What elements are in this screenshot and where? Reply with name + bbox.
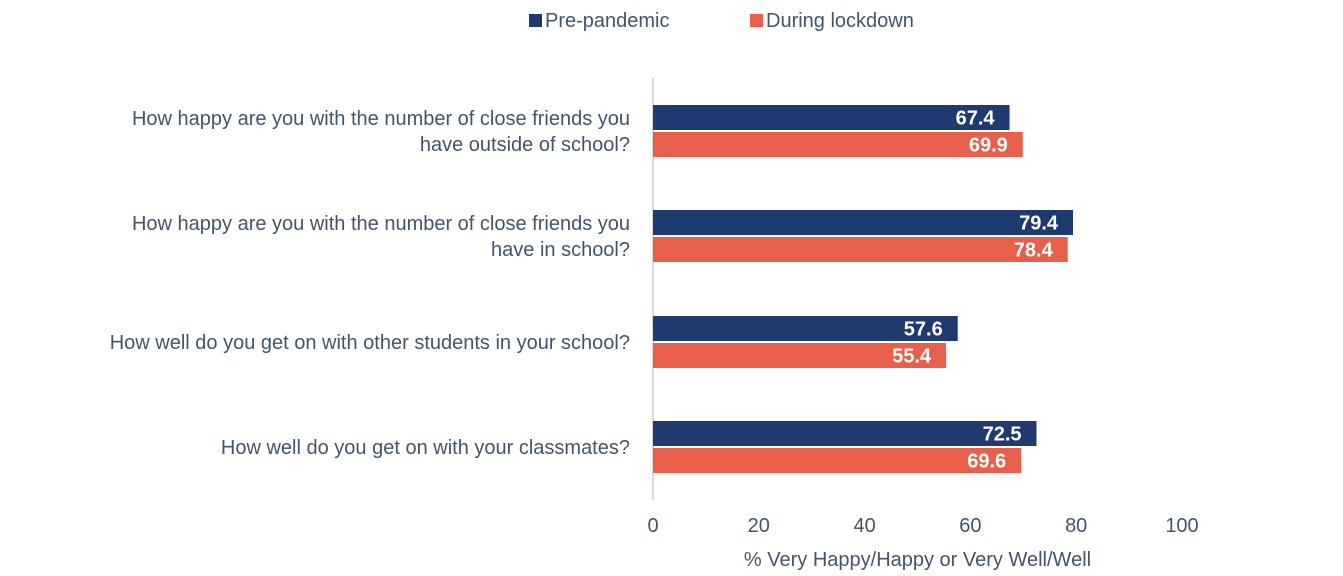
category-label: How well do you get on with your classma…: [221, 437, 630, 459]
data-label: 72.5: [983, 424, 1022, 446]
x-tick-label: 100: [1165, 515, 1198, 537]
data-label: 55.4: [892, 346, 932, 368]
category-label: have outside of school?: [420, 134, 630, 156]
bar-during-lockdown: [653, 343, 947, 368]
x-tick-label: 60: [959, 515, 981, 537]
legend-label-1: During lockdown: [766, 10, 914, 32]
x-tick-label: 20: [748, 515, 770, 537]
data-label: 69.9: [969, 135, 1008, 157]
bar-pre-pandemic: [653, 210, 1074, 235]
legend: Pre-pandemic During lockdown: [529, 10, 914, 32]
bar-during-lockdown: [653, 132, 1023, 157]
category-labels: How happy are you with the number of clo…: [110, 108, 630, 459]
legend-label-0: Pre-pandemic: [545, 10, 670, 32]
category-label: How happy are you with the number of clo…: [132, 213, 630, 235]
category-label: have in school?: [491, 239, 630, 261]
data-label: 69.6: [967, 451, 1006, 473]
x-tick-labels: 0 20 40 60 80 100: [647, 515, 1198, 537]
bar-pre-pandemic: [653, 105, 1010, 130]
x-tick-label: 80: [1065, 515, 1087, 537]
bars: 67.4 69.9 79.4 78.4 57.6 55.4 72.5 69.6: [653, 105, 1074, 473]
bar-during-lockdown: [653, 448, 1022, 473]
bar-pre-pandemic: [653, 421, 1037, 446]
data-label: 79.4: [1019, 213, 1059, 235]
legend-swatch-0: [529, 14, 542, 27]
data-label: 78.4: [1014, 240, 1054, 262]
legend-swatch-1: [750, 14, 763, 27]
x-tick-label: 40: [853, 515, 875, 537]
x-tick-label: 0: [647, 515, 658, 537]
data-label: 57.6: [904, 319, 943, 341]
bar-pre-pandemic: [653, 316, 958, 341]
category-label: How well do you get on with other studen…: [110, 332, 630, 354]
bar-during-lockdown: [653, 237, 1068, 262]
x-axis-title: % Very Happy/Happy or Very Well/Well: [744, 549, 1091, 571]
category-label: How happy are you with the number of clo…: [132, 108, 630, 130]
data-label: 67.4: [956, 108, 996, 130]
